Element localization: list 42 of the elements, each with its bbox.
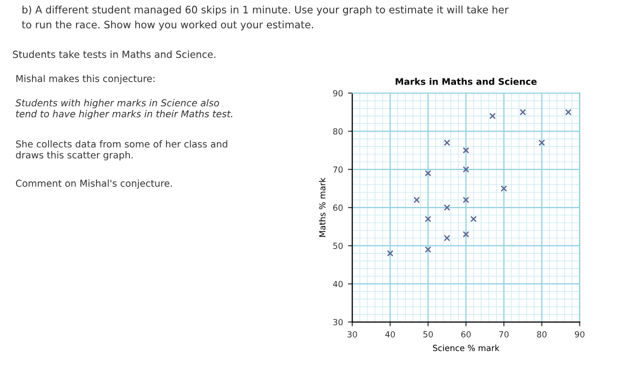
point (462, 231, 470, 238)
point (462, 147, 470, 154)
point (386, 250, 394, 257)
y-tick-label: 80 (333, 128, 343, 135)
text: Mishal makes this conjecture: (16, 74, 154, 84)
text: She collects data from some of her class and draws this scatter graph. (16, 140, 228, 160)
text: to run the race. Show how you worked out your estimate. (22, 20, 314, 30)
point (444, 234, 450, 242)
text: Students take tests in Maths and Science. (13, 50, 216, 58)
point (462, 196, 470, 204)
point (413, 196, 420, 204)
point (489, 112, 496, 120)
x-tick-label: 30 (348, 331, 358, 338)
point (565, 108, 572, 116)
x-tick-label: 90 (574, 331, 584, 338)
point (520, 108, 526, 116)
text: Comment on Mishal's conjecture. (16, 180, 172, 189)
y-tick-label: 90 (333, 90, 343, 96)
text: Students with higher marks in Science also tend to have higher marks in their Maths test. (16, 99, 232, 120)
point (470, 216, 477, 222)
x-tick-label: 50 (423, 331, 433, 338)
point (424, 216, 432, 222)
y-tick-label: 40 (333, 280, 343, 288)
point (424, 246, 432, 253)
point (444, 139, 450, 146)
x-tick-label: 80 (537, 331, 547, 338)
x-tick-label: 70 (499, 331, 509, 338)
y-tick-label: 70 (333, 166, 343, 173)
y-tick-label: 60 (333, 204, 343, 211)
x-tick-label: 60 (461, 331, 471, 338)
y-axis-title: Maths % mark (319, 178, 326, 237)
chart-title: Marks in Maths and Science (396, 78, 537, 85)
x-tick-label: 40 (385, 331, 395, 338)
point (538, 139, 546, 146)
y-tick-label: 50 (333, 242, 343, 250)
point (424, 170, 432, 176)
x-axis-title: Science % mark (433, 344, 500, 352)
y-tick-label: 30 (333, 318, 343, 326)
point (444, 204, 450, 211)
point (462, 166, 470, 173)
text: b) A different student managed 60 skips in 1 minute. Use your graph to estimate it will take her (22, 6, 509, 16)
point (500, 185, 508, 192)
